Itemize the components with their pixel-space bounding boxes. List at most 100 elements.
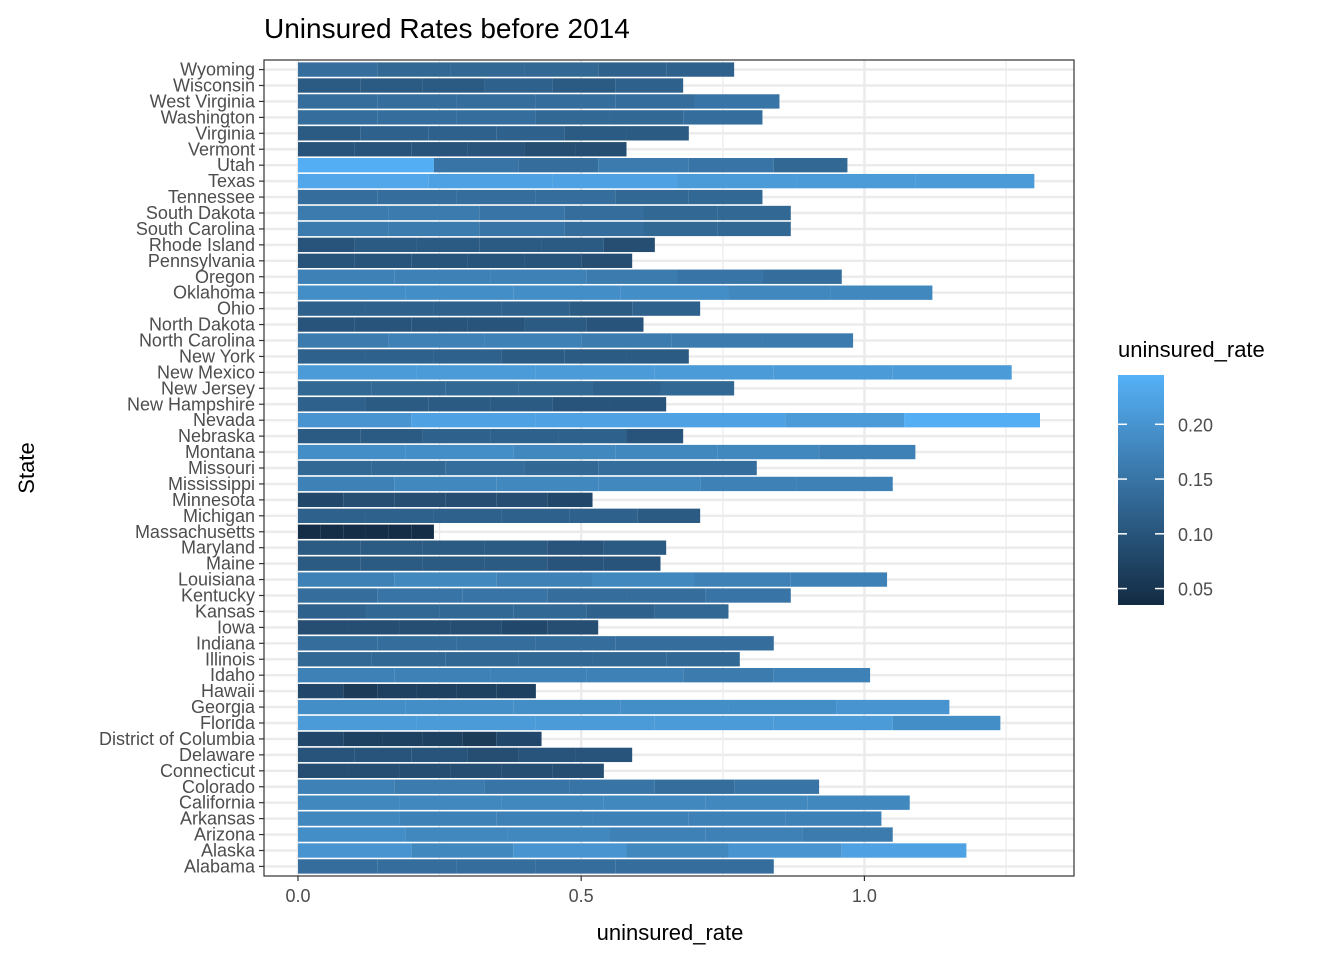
bar-segment — [501, 620, 548, 635]
bar-segment — [428, 173, 553, 189]
bar-segment — [411, 747, 468, 763]
bar-segment — [388, 524, 412, 539]
bar-segment — [535, 715, 655, 731]
bar-segment — [297, 110, 378, 125]
bar-segment — [354, 237, 417, 253]
bar-segment — [297, 428, 361, 444]
bar-segment — [348, 763, 400, 778]
bar-segment — [297, 78, 361, 93]
bar-segment — [524, 317, 587, 332]
y-tick-label: Louisiana — [178, 570, 256, 590]
y-tick-label: Arkansas — [180, 809, 255, 829]
bar-segment — [297, 397, 366, 412]
bar-segment — [666, 62, 735, 77]
bar-segment — [428, 126, 497, 141]
bar-segment — [654, 715, 774, 731]
bar-stack — [297, 636, 774, 651]
bar-segment — [360, 556, 423, 571]
bar-segment — [496, 811, 593, 826]
y-tick-label: Arizona — [194, 825, 256, 845]
bar-segment — [371, 460, 446, 476]
y-tick-label: Kentucky — [181, 586, 255, 606]
bar-segment — [365, 349, 434, 364]
bar-segment — [632, 301, 701, 316]
bar-segment — [892, 715, 1001, 731]
bar-segment — [360, 540, 423, 555]
bar-segment — [586, 668, 684, 683]
bar-segment — [518, 381, 593, 396]
bar-segment — [297, 636, 378, 651]
bar-segment — [535, 365, 655, 380]
bar-segment — [496, 492, 548, 508]
bar-segment — [422, 78, 485, 93]
bar-stack — [297, 699, 950, 715]
bar-segment — [484, 540, 548, 555]
bar-segment — [564, 205, 644, 221]
bar-segment — [297, 460, 372, 476]
bar-segment — [717, 205, 791, 221]
bar-segment — [535, 110, 610, 125]
bar-segment — [773, 668, 871, 683]
bar-segment — [297, 731, 344, 747]
bar-segment — [297, 94, 378, 109]
bar-stack — [297, 588, 791, 603]
bar-segment — [297, 492, 344, 508]
bar-segment — [734, 779, 820, 794]
bar-segment — [462, 731, 497, 747]
bar-stack — [297, 508, 701, 523]
bar-segment — [416, 683, 457, 699]
bar-segment — [666, 652, 740, 667]
bar-stack — [297, 317, 644, 332]
bar-segment — [841, 843, 967, 858]
bar-segment — [394, 492, 446, 508]
bar-segment — [462, 588, 548, 603]
y-tick-label: West Virginia — [150, 91, 256, 111]
y-tick-label: Utah — [217, 155, 255, 175]
bar-segment — [479, 237, 542, 253]
bar-segment — [677, 173, 797, 189]
bar-segment — [416, 365, 536, 380]
bar-stack — [297, 460, 757, 476]
y-tick-label: Wisconsin — [173, 76, 255, 96]
bar-segment — [467, 253, 525, 268]
y-tick-label: Missouri — [188, 458, 255, 478]
bar-segment — [399, 620, 451, 635]
legend-label: 0.05 — [1178, 580, 1213, 600]
y-tick-label: New Mexico — [157, 362, 255, 382]
bar-segment — [524, 253, 582, 268]
bar-segment — [377, 189, 457, 205]
bar-segment — [456, 859, 536, 874]
bar-segment — [297, 763, 349, 778]
bar-segment — [558, 428, 627, 444]
bar-segment — [592, 652, 667, 667]
bar-segment — [422, 540, 485, 555]
bar-segment — [677, 460, 757, 476]
bar-segment — [547, 620, 599, 635]
bar-segment — [445, 381, 519, 396]
bar-segment — [603, 795, 706, 810]
bar-segment — [541, 237, 604, 253]
bar-segment — [626, 843, 729, 858]
bar-segment — [433, 349, 502, 364]
bar-segment — [694, 94, 780, 109]
bar-segment — [456, 683, 497, 699]
bar-stack — [297, 189, 763, 205]
y-tick-label: Tennessee — [168, 187, 255, 207]
bar-segment — [654, 365, 774, 380]
bar-stack — [297, 572, 888, 587]
x-tick-label: 1.0 — [852, 886, 877, 906]
bar-segment — [354, 747, 412, 763]
bar-segment — [535, 189, 616, 205]
bar-segment — [297, 699, 406, 715]
bar-segment — [501, 795, 604, 810]
chart-title: Uninsured Rates before 2014 — [264, 13, 630, 44]
y-tick-label: Alabama — [184, 856, 256, 876]
bar-segment — [490, 428, 559, 444]
bar-segment — [496, 126, 565, 141]
y-tick-label: Wyoming — [180, 60, 255, 80]
bar-segment — [513, 444, 616, 460]
bar-stack — [297, 205, 791, 221]
bar-segment — [728, 843, 842, 858]
bar-segment — [377, 636, 457, 651]
bar-segment — [581, 333, 672, 348]
